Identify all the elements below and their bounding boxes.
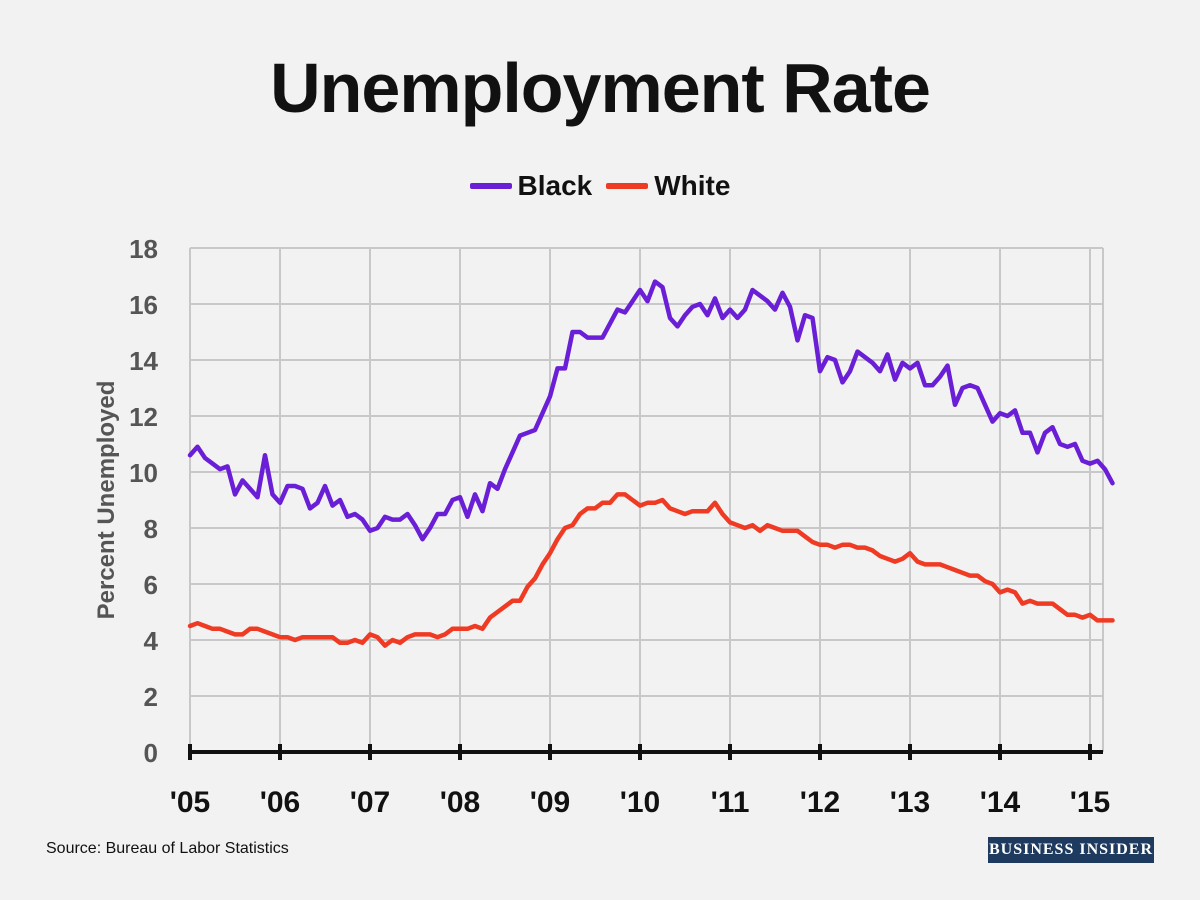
x-tick-label: '05 bbox=[170, 786, 211, 819]
y-tick-label: 12 bbox=[129, 402, 158, 432]
y-tick-label: 14 bbox=[129, 346, 158, 376]
y-tick-label: 16 bbox=[129, 290, 158, 320]
y-tick-label: 18 bbox=[129, 234, 158, 264]
y-tick-label: 4 bbox=[144, 626, 159, 656]
y-tick-label: 8 bbox=[144, 514, 158, 544]
legend: Black White bbox=[0, 170, 1200, 202]
y-tick-label: 6 bbox=[144, 570, 158, 600]
axes: 0 2 4 6 8 10 12 14 16 18 '05 '06 '07 '08 '09 '10 '11 '12 '… bbox=[129, 234, 1110, 819]
series-line-white bbox=[187, 492, 1115, 648]
x-tick-label: '13 bbox=[890, 786, 931, 819]
y-tick-label: 0 bbox=[144, 738, 158, 768]
legend-swatch-black bbox=[469, 183, 512, 189]
legend-item-black: Black bbox=[469, 170, 593, 202]
x-tick-label: '06 bbox=[260, 786, 301, 819]
source-note: Source: Bureau of Labor Statistics bbox=[46, 840, 289, 857]
y-axis-label: Percent Unemployed bbox=[93, 381, 120, 620]
x-tick-label: '08 bbox=[440, 786, 481, 819]
brand-logo: BUSINESS INSIDER bbox=[988, 837, 1154, 863]
y-tick-label: 10 bbox=[129, 458, 158, 488]
y-tick-label: 2 bbox=[144, 682, 158, 712]
x-tick-label: '15 bbox=[1070, 786, 1111, 819]
series-lines bbox=[187, 279, 1115, 648]
x-tick-label: '12 bbox=[800, 786, 841, 819]
legend-label-black: Black bbox=[517, 170, 593, 201]
legend-swatch-white bbox=[606, 183, 649, 189]
chart-title: Unemployment Rate bbox=[270, 49, 931, 127]
x-tick-label: '09 bbox=[530, 786, 571, 819]
grid-lines bbox=[189, 247, 1104, 752]
x-tick-label: '07 bbox=[350, 786, 391, 819]
series-line-black bbox=[187, 279, 1115, 542]
x-tick-label: '11 bbox=[711, 786, 750, 819]
legend-item-white: White bbox=[606, 170, 730, 202]
x-tick-label: '14 bbox=[980, 786, 1021, 819]
x-tick-label: '10 bbox=[620, 786, 661, 819]
legend-label-white: White bbox=[654, 170, 731, 201]
